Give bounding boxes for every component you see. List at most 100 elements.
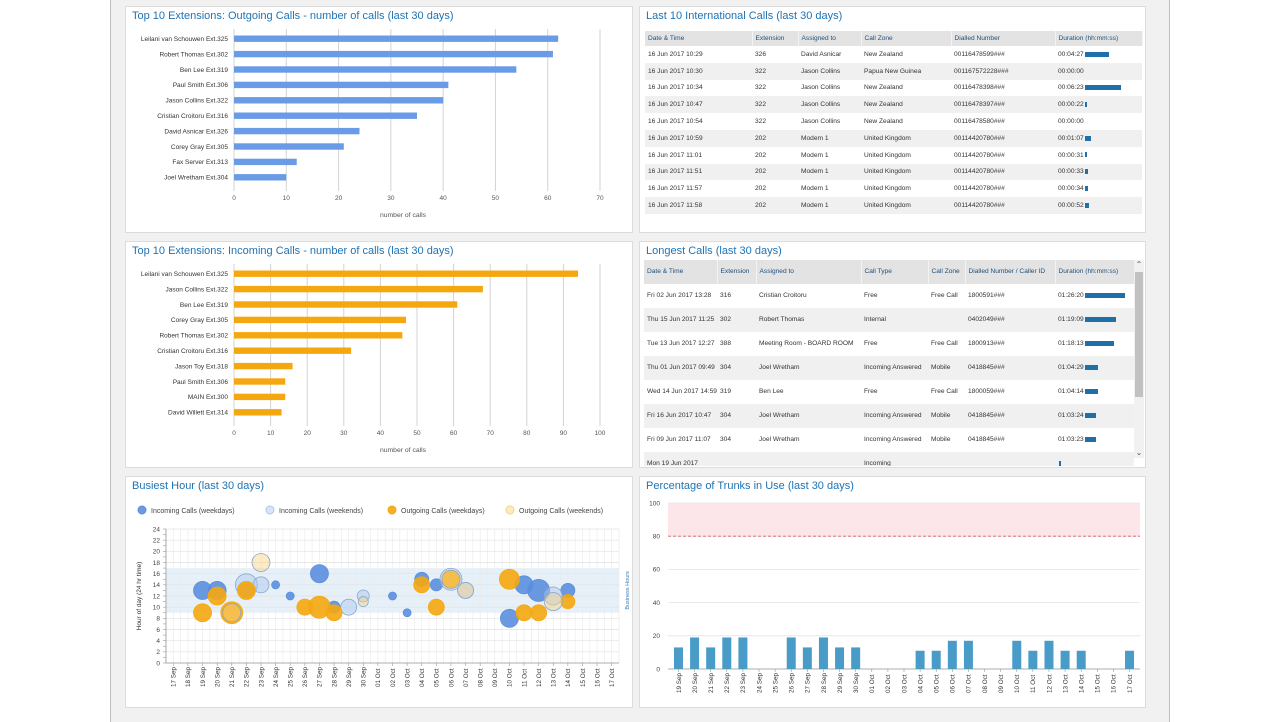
- longest-calls-scrollbar[interactable]: ⌃ ⌄: [1134, 260, 1144, 458]
- cell-duration: 01:26:20: [1055, 284, 1134, 308]
- trunk-bar: [1012, 640, 1022, 669]
- trunk-bar: [851, 647, 861, 669]
- column-header: Dialled Number / Caller ID: [965, 260, 1056, 284]
- cell-ext: 202: [755, 185, 767, 193]
- bubble-x-tick: 23 Sep: [258, 667, 265, 687]
- duration-value: 00:00:33: [1058, 168, 1084, 176]
- bubble-x-tick: 22 Sep: [244, 667, 251, 687]
- table-row[interactable]: Thu 01 Jun 2017 09:49 304 Joel Wretham Inco…: [644, 356, 1134, 380]
- bubble-point: [457, 582, 474, 599]
- trunk-bar: [1125, 650, 1135, 669]
- table-row: 16 Jun 2017 11:57 202 Modem 1 United Kingdo…: [645, 180, 1142, 197]
- column-header: Date & Time: [645, 31, 753, 46]
- duration-bar: [1084, 202, 1090, 208]
- trunk-y-tick: 100: [649, 500, 660, 507]
- table-row[interactable]: Fri 16 Jun 2017 10:47 304 Joel Wretham Inco…: [644, 404, 1134, 428]
- legend-marker: [505, 505, 515, 515]
- bubble-y-tick: 14: [153, 582, 161, 589]
- bubble-y-tick: 18: [153, 560, 161, 567]
- trunk-x-tick: 23 Sep: [740, 673, 747, 693]
- table-row[interactable]: Mon 19 Jun 2017 Incoming: [644, 452, 1134, 466]
- outgoing-bar: [234, 35, 559, 42]
- trunk-x-tick: 07 Oct: [966, 674, 973, 693]
- cell-name: Jason Collins: [798, 96, 861, 114]
- trunk-x-tick: 30 Sep: [853, 673, 860, 693]
- bubble-x-tick: 06 Oct: [448, 668, 455, 687]
- longest-calls-scroll-area[interactable]: Date & Time Extension Assigned to Call Type…: [644, 260, 1145, 466]
- scroll-up-icon[interactable]: ⌃: [1135, 260, 1143, 269]
- legend-label: Incoming Calls (weekends): [279, 508, 363, 515]
- bubble-y-tick: 8: [156, 616, 160, 623]
- table-row: 16 Jun 2017 10:54 322 Jason Collins New Zea…: [645, 113, 1142, 130]
- table-row[interactable]: Fri 09 Jun 2017 11:07 304 Joel Wretham Inco…: [644, 428, 1134, 452]
- table-row[interactable]: Tue 13 Jun 2017 12:27 388 Meeting Room - B…: [644, 332, 1134, 356]
- incoming-bar: [234, 362, 293, 370]
- cell-type: Internal: [861, 308, 928, 332]
- trunks-panel: Percentage of Trunks in Use (last 30 day…: [639, 476, 1146, 708]
- cell-zone: United Kingdom: [861, 197, 951, 214]
- scroll-thumb[interactable]: [1135, 272, 1143, 397]
- trunk-x-tick: 08 Oct: [982, 674, 989, 693]
- cell-name: Jason Collins: [801, 118, 841, 126]
- international-calls-panel: Last 10 International Calls (last 30 day…: [639, 6, 1146, 233]
- cell-zone: New Zealand: [861, 96, 951, 114]
- trunk-x-tick: 06 Oct: [950, 674, 957, 693]
- bubble-point: [402, 608, 412, 618]
- duration-value: 00:00:00: [1058, 118, 1084, 126]
- trunk-bar: [690, 637, 700, 669]
- bubble-point: [413, 576, 431, 594]
- cell-duration: 00:00:22: [1055, 96, 1142, 114]
- duration-value: 01:26:20: [1058, 292, 1084, 299]
- trunk-x-tick: 15 Oct: [1095, 674, 1102, 693]
- cell-date: 16 Jun 2017 10:47: [645, 96, 752, 114]
- table-row[interactable]: Fri 02 Jun 2017 13:28 316 Cristian Croitor…: [644, 284, 1134, 308]
- cell-name: Joel Wretham: [759, 436, 800, 443]
- trunk-x-tick: 26 Sep: [789, 673, 796, 693]
- bubble-point: [325, 604, 343, 622]
- incoming-category-label: Corey Gray Ext.305: [171, 317, 228, 324]
- cell-duration: 01:18:13: [1055, 332, 1134, 356]
- cell-zone: [928, 452, 965, 466]
- incoming-bar: [234, 301, 458, 308]
- bubble-point: [429, 578, 443, 592]
- cell-type: Free: [864, 340, 878, 347]
- incoming-category-label: Jason Collins Ext.322: [165, 286, 228, 293]
- table-row[interactable]: Wed 14 Jun 2017 14:59 319 Ben Lee Free Free …: [644, 380, 1134, 404]
- outgoing-tick-label: 0: [232, 195, 236, 202]
- column-header: Call Zone: [861, 31, 952, 46]
- legend-marker: [387, 505, 397, 515]
- scroll-down-icon[interactable]: ⌄: [1135, 448, 1143, 457]
- outgoing-tick-label: 40: [440, 195, 448, 202]
- trunk-x-tick: 14 Oct: [1079, 674, 1086, 693]
- outgoing-bar: [234, 66, 517, 73]
- cell-name: Joel Wretham: [756, 356, 861, 380]
- bubble-x-tick: 28 Sep: [331, 667, 338, 687]
- cell-zone: United Kingdom: [864, 185, 911, 193]
- bubble-x-tick: 10 Oct: [507, 668, 514, 687]
- incoming-category-label: Leilani van Schouwen Ext.325: [141, 271, 228, 278]
- duration-value: 00:04:27: [1058, 50, 1084, 58]
- bubble-x-tick: 24 Sep: [273, 667, 280, 687]
- bubble-x-tick: 18 Sep: [185, 667, 192, 687]
- cell-number: 00114420780###: [951, 197, 1055, 214]
- cell-date: Mon 19 Jun 2017: [644, 452, 717, 466]
- cell-number: 00114420780###: [954, 151, 1005, 159]
- table-row: 16 Jun 2017 11:58 202 Modem 1 United Kingdo…: [645, 197, 1142, 214]
- incoming-tick-label: 80: [523, 430, 531, 437]
- column-header: Call Zone: [928, 260, 966, 284]
- bubble-x-tick: 03 Oct: [404, 668, 411, 687]
- international-calls-title: Last 10 International Calls (last 30 day…: [646, 10, 843, 22]
- cell-zone: United Kingdom: [861, 129, 951, 147]
- cell-ext: 302: [717, 308, 756, 332]
- duration-value: 00:01:07: [1058, 134, 1084, 142]
- longest-calls-panel: Longest Calls (last 30 days) Date & Time…: [639, 241, 1146, 468]
- cell-duration: [1055, 452, 1134, 466]
- table-row[interactable]: Thu 15 Jun 2017 11:25 302 Robert Thomas Int…: [644, 308, 1134, 332]
- outgoing-tick-label: 60: [544, 195, 552, 202]
- bubble-x-tick: 29 Sep: [346, 667, 353, 687]
- trunk-x-tick: 25 Sep: [772, 673, 779, 693]
- table-row: 16 Jun 2017 10:29 326 David Asnicar New Zea…: [645, 46, 1142, 63]
- cell-date: 16 Jun 2017 11:57: [648, 185, 703, 193]
- duration-value: 01:03:24: [1058, 412, 1084, 419]
- cell-zone: Free Call: [931, 388, 958, 395]
